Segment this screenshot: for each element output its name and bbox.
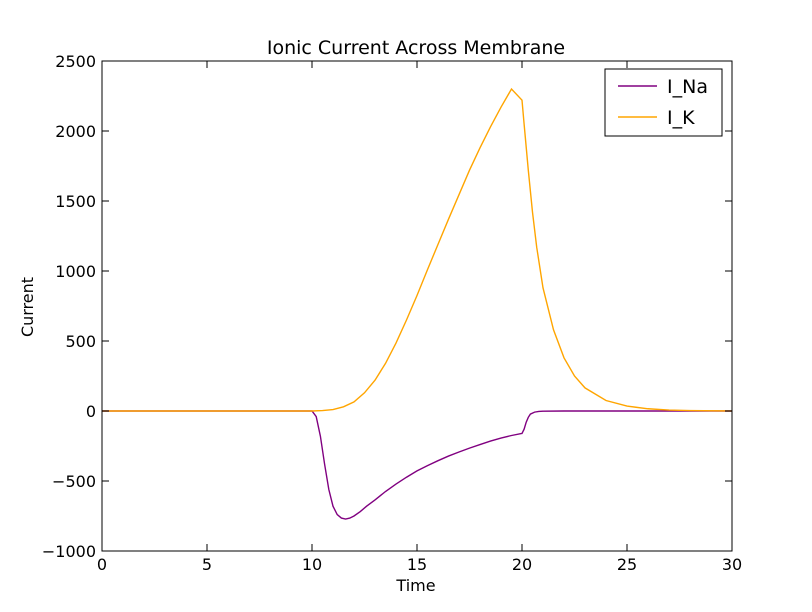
- x-tick-label: 10: [302, 555, 322, 574]
- legend-label-i-na: I_Na: [667, 76, 708, 98]
- y-tick-label: 1000: [55, 262, 96, 281]
- axes: 0 5 10 15 20 25 30 −1000 −500 0 500 1000 1500 2000 250…: [42, 52, 742, 574]
- series-line-i-k: [102, 87, 732, 412]
- y-tick-label: −500: [52, 472, 96, 491]
- plot-area: [102, 87, 732, 520]
- legend: I_Na I_K: [604, 68, 723, 137]
- y-tick-label: 1500: [55, 192, 96, 211]
- x-tick-label: 5: [202, 555, 212, 574]
- x-tick-label: 30: [722, 555, 742, 574]
- legend-label-i-k: I_K: [667, 107, 695, 129]
- series-line-i-na: [102, 410, 732, 520]
- x-tick-label: 0: [97, 555, 107, 574]
- x-tick-label: 25: [617, 555, 637, 574]
- y-tick-label: 500: [65, 332, 96, 351]
- x-tick-label: 20: [512, 555, 532, 574]
- y-tick-label: −1000: [42, 542, 96, 561]
- y-tick-label: 2000: [55, 122, 96, 141]
- x-axis-label: Time: [395, 576, 435, 595]
- y-tick-label: 2500: [55, 52, 96, 71]
- y-axis-label: Current: [18, 277, 37, 337]
- y-tick-label: 0: [86, 402, 96, 421]
- x-tick-label: 15: [407, 555, 427, 574]
- chart-title: Ionic Current Across Membrane: [267, 37, 565, 59]
- legend-box: [604, 68, 723, 137]
